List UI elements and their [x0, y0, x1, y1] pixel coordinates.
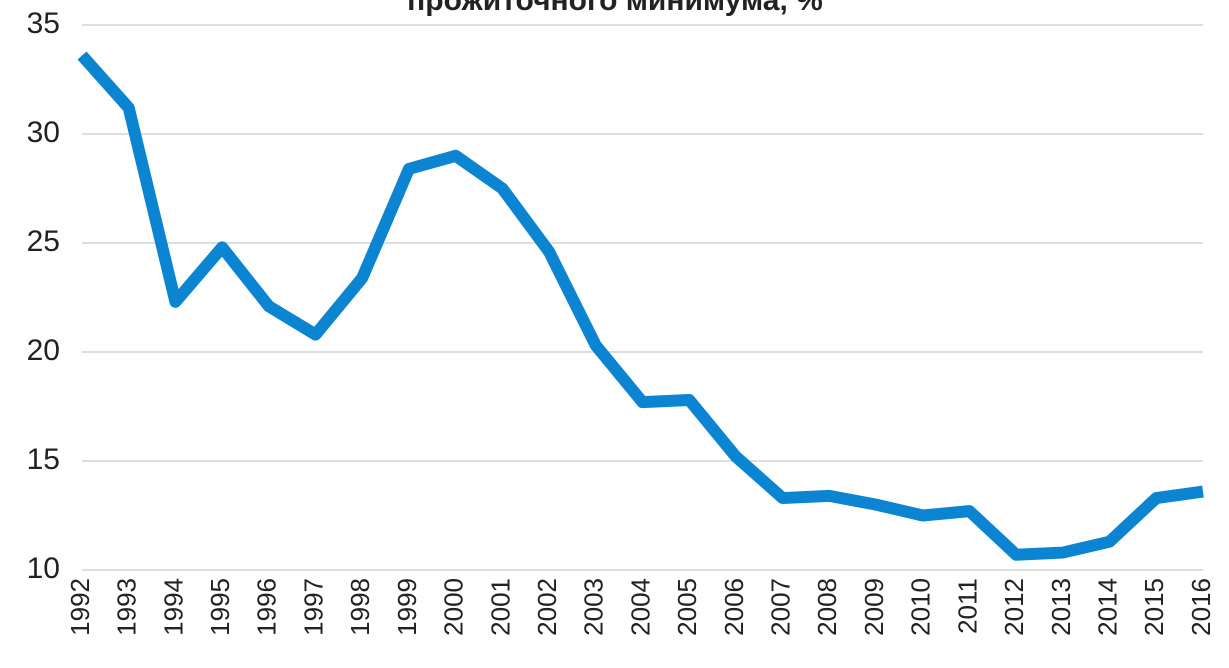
x-tick-label: 2016 — [1186, 578, 1216, 636]
x-tick-label: 1997 — [298, 578, 328, 636]
x-tick-label: 2010 — [906, 578, 936, 636]
x-tick-label: 2005 — [672, 578, 702, 636]
y-tick-label: 25 — [27, 225, 60, 258]
x-tick-label: 2003 — [579, 578, 609, 636]
x-tick-label: 2013 — [1046, 578, 1076, 636]
x-tick-label: 2004 — [625, 578, 655, 636]
x-tick-label: 1995 — [205, 578, 235, 636]
x-tick-label: 2014 — [1092, 578, 1122, 636]
x-tick-label: 2015 — [1139, 578, 1169, 636]
chart-title: прожиточного минимума, % — [407, 0, 823, 17]
x-tick-label: 2000 — [439, 578, 469, 636]
x-tick-label: 1993 — [112, 578, 142, 636]
y-tick-label: 35 — [27, 7, 60, 40]
x-tick-label: 2007 — [766, 578, 796, 636]
x-tick-label: 1994 — [158, 578, 188, 636]
x-tick-label: 2006 — [719, 578, 749, 636]
y-tick-label: 10 — [27, 552, 60, 585]
y-tick-label: 30 — [27, 116, 60, 149]
x-tick-label: 2008 — [812, 578, 842, 636]
x-tick-label: 2011 — [952, 578, 982, 634]
x-tick-label: 2002 — [532, 578, 562, 636]
x-tick-label: 2001 — [485, 578, 515, 636]
x-tick-label: 2012 — [999, 578, 1029, 636]
x-tick-label: 2009 — [859, 578, 889, 636]
x-tick-label: 1998 — [345, 578, 375, 636]
data-line — [77, 51, 1204, 561]
x-tick-label: 1999 — [392, 578, 422, 636]
x-tick-label: 1992 — [65, 578, 95, 636]
y-tick-label: 20 — [27, 334, 60, 367]
y-tick-label: 15 — [27, 443, 60, 476]
x-tick-label: 1996 — [252, 578, 282, 636]
